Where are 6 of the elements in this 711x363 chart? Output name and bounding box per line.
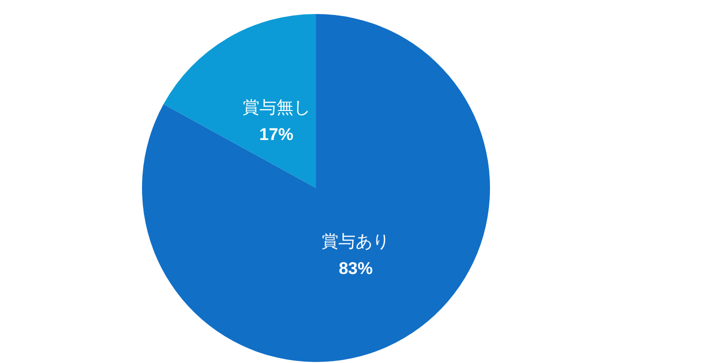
- data-label: 17%: [259, 124, 294, 144]
- data-label: 83%: [338, 259, 373, 278]
- slice-label: 賞与無し: [242, 98, 310, 117]
- slice-label: 賞与あり: [322, 232, 390, 252]
- pie-slice: [142, 14, 490, 362]
- pie-slice: [164, 14, 316, 188]
